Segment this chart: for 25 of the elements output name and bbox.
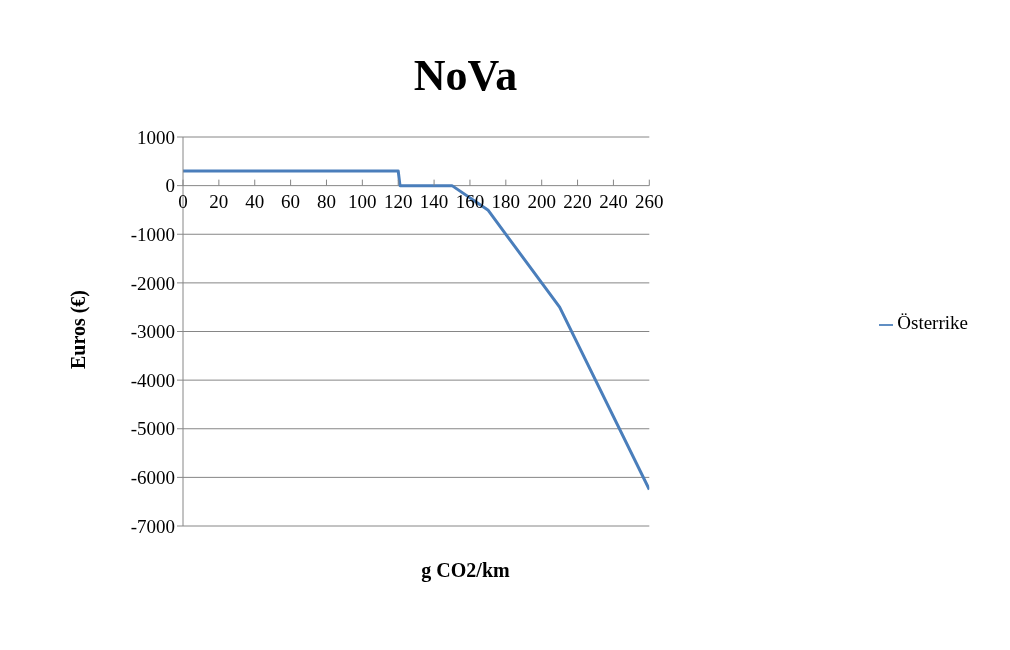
y-axis-title: Euros (€): [66, 288, 90, 371]
y-tick-label: -3000: [130, 321, 175, 343]
x-tick-label: 200: [527, 190, 556, 212]
x-tick-label: 180: [491, 190, 521, 212]
x-axis-title: g CO2/km: [420, 559, 511, 582]
x-tick-label: 40: [245, 190, 265, 212]
x-tick-label: 120: [383, 190, 413, 212]
chart-title: NoVa: [412, 50, 519, 101]
y-tick-label: -2000: [130, 272, 175, 294]
x-tick-label: 260: [635, 190, 664, 212]
x-tick-label: 240: [599, 190, 628, 212]
y-tick-label: 0: [165, 175, 175, 197]
y-tick-label: -1000: [130, 223, 175, 245]
legend-label: Österrike: [897, 312, 968, 333]
y-tick-label: 1000: [137, 126, 175, 148]
y-tick-label: -6000: [130, 467, 175, 489]
x-tick-label: 220: [563, 190, 592, 212]
x-tick-label: 100: [348, 190, 377, 212]
x-tick-label: 80: [316, 190, 336, 212]
y-tick-label: -5000: [130, 418, 175, 440]
x-tick-label: 140: [419, 190, 449, 212]
x-tick-label: 60: [281, 190, 301, 212]
x-tick-label: 20: [209, 190, 229, 212]
y-tick-label: -7000: [130, 515, 175, 537]
y-tick-label: -4000: [130, 369, 175, 391]
